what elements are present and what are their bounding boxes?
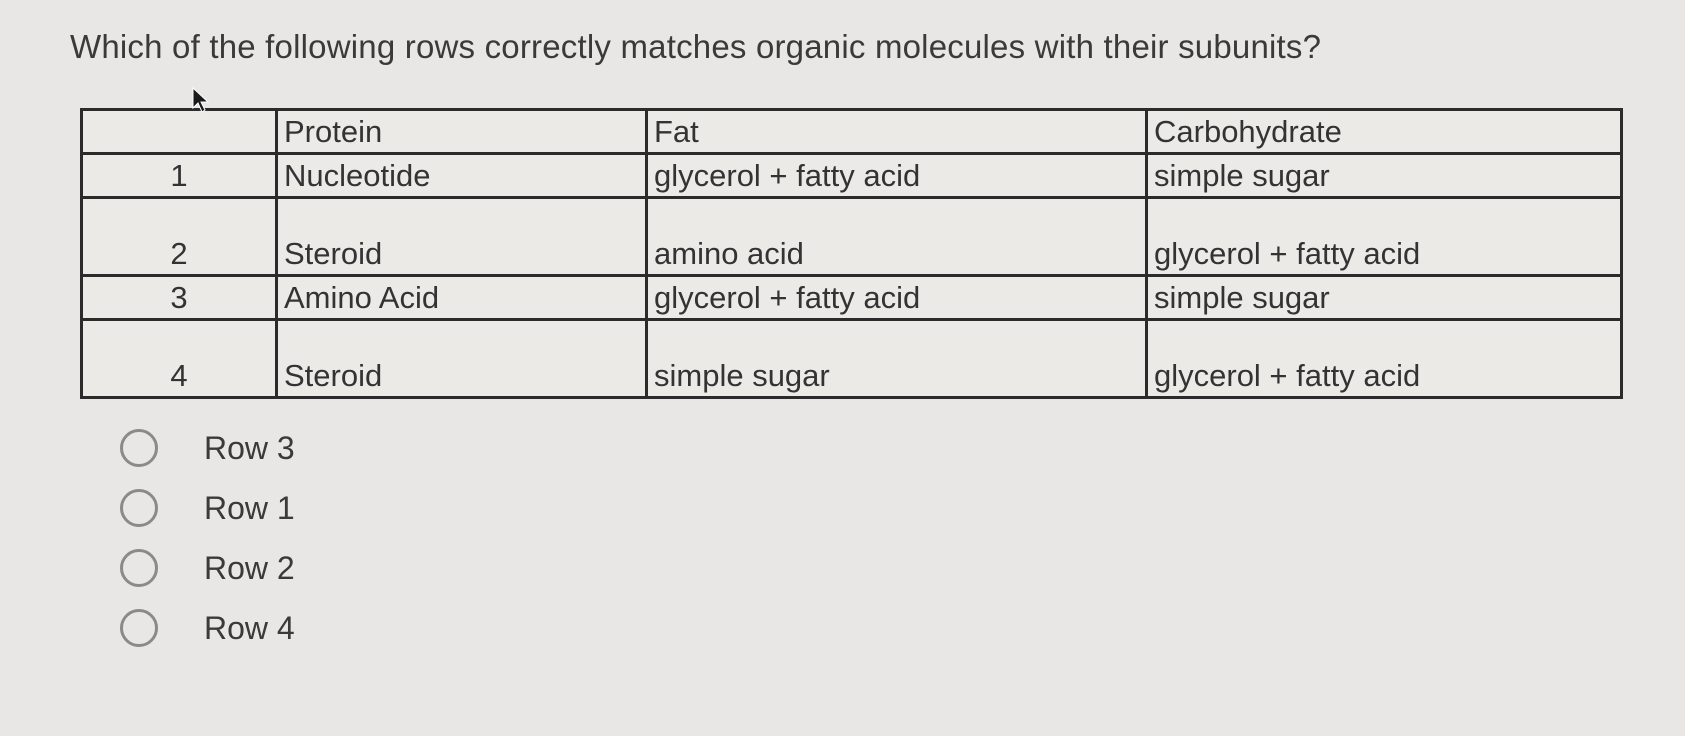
option-label: Row 1 (204, 490, 295, 527)
table-row: 2 Steroid amino acid glycerol + fatty ac… (82, 198, 1622, 276)
table-row: 1 Nucleotide glycerol + fatty acid simpl… (82, 154, 1622, 198)
table-cell: 4 (82, 320, 277, 398)
cursor-icon (190, 86, 212, 114)
radio-button[interactable] (120, 429, 158, 467)
option-label: Row 2 (204, 550, 295, 587)
option-row-3[interactable]: Row 3 (120, 429, 1625, 467)
table-row: 4 Steroid simple sugar glycerol + fatty … (82, 320, 1622, 398)
option-label: Row 4 (204, 610, 295, 647)
cursor-wrap (190, 86, 1625, 114)
table-cell: glycerol + fatty acid (1147, 198, 1622, 276)
table-cell: Nucleotide (277, 154, 647, 198)
question-page: Which of the following rows correctly ma… (0, 0, 1685, 689)
option-row-1[interactable]: Row 1 (120, 489, 1625, 527)
option-row-4[interactable]: Row 4 (120, 609, 1625, 647)
radio-button[interactable] (120, 609, 158, 647)
option-label: Row 3 (204, 430, 295, 467)
table-cell: amino acid (647, 198, 1147, 276)
table-cell: 3 (82, 276, 277, 320)
table-row: 3 Amino Acid glycerol + fatty acid simpl… (82, 276, 1622, 320)
table-cell: glycerol + fatty acid (647, 276, 1147, 320)
molecule-table: Protein Fat Carbohydrate 1 Nucleotide gl… (80, 108, 1623, 399)
table-cell: simple sugar (1147, 276, 1622, 320)
table-cell: Steroid (277, 320, 647, 398)
answer-options: Row 3 Row 1 Row 2 Row 4 (120, 429, 1625, 647)
table-cell: Protein (277, 110, 647, 154)
table-cell: Steroid (277, 198, 647, 276)
question-text: Which of the following rows correctly ma… (70, 28, 1625, 66)
table-cell: 2 (82, 198, 277, 276)
option-row-2[interactable]: Row 2 (120, 549, 1625, 587)
table-cell: 1 (82, 154, 277, 198)
table-cell: glycerol + fatty acid (1147, 320, 1622, 398)
table-cell: Carbohydrate (1147, 110, 1622, 154)
table-header-row: Protein Fat Carbohydrate (82, 110, 1622, 154)
table-cell (82, 110, 277, 154)
table-cell: Amino Acid (277, 276, 647, 320)
table-cell: simple sugar (647, 320, 1147, 398)
table-cell: glycerol + fatty acid (647, 154, 1147, 198)
radio-button[interactable] (120, 489, 158, 527)
table-cell: Fat (647, 110, 1147, 154)
radio-button[interactable] (120, 549, 158, 587)
table-cell: simple sugar (1147, 154, 1622, 198)
